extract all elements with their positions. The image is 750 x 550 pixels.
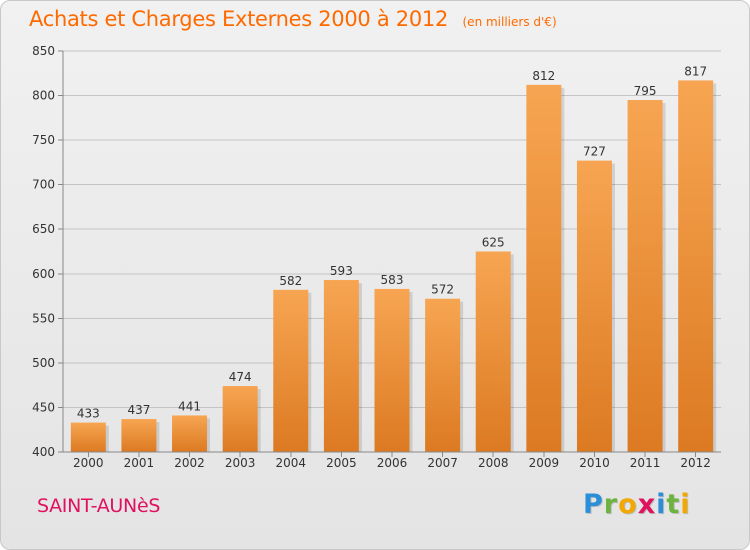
y-tick-label: 450 (32, 400, 55, 414)
bar-value-label: 433 (77, 407, 100, 421)
bar (70, 422, 106, 452)
chart-subtitle: (en milliers d'€) (462, 15, 557, 29)
bar (526, 84, 562, 453)
bar (172, 415, 208, 452)
y-tick-label: 800 (32, 89, 55, 103)
bar-value-label: 795 (634, 84, 657, 98)
bar (273, 289, 309, 452)
bar-value-label: 572 (431, 283, 454, 297)
x-tick-label: 2003 (225, 456, 256, 470)
y-tick-label: 850 (32, 44, 55, 58)
axes (58, 50, 721, 457)
x-tick-label: 2005 (326, 456, 357, 470)
bar (678, 80, 714, 452)
x-tick-label: 2002 (174, 456, 205, 470)
x-tick-label: 2006 (377, 456, 408, 470)
bar-value-label: 583 (381, 273, 404, 287)
bar (425, 298, 461, 452)
y-tick-label: 400 (32, 445, 55, 459)
x-tick-label: 2008 (478, 456, 509, 470)
y-tick-label: 600 (32, 267, 55, 281)
x-tick-label: 2001 (124, 456, 155, 470)
bar (222, 386, 258, 452)
x-tick-label: 2010 (579, 456, 610, 470)
bar (627, 100, 663, 452)
bar-value-label: 474 (229, 370, 252, 384)
commune-name: SAINT-AUNèS (37, 495, 161, 517)
bar-value-label: 817 (684, 64, 707, 78)
y-tick-label: 700 (32, 178, 55, 192)
y-tick-label: 650 (32, 222, 55, 236)
title-row: Achats et Charges Externes 2000 à 2012 (… (29, 7, 557, 31)
x-tick-label: 2000 (73, 456, 104, 470)
bar-value-label: 727 (583, 145, 606, 159)
bars (70, 80, 717, 453)
y-tick-label: 500 (32, 356, 55, 370)
x-tick-label: 2009 (529, 456, 560, 470)
bar (576, 160, 612, 452)
x-tick-label: 2007 (427, 456, 458, 470)
bar-value-label: 437 (127, 403, 150, 417)
bar-value-label: 582 (279, 274, 302, 288)
bar-value-label: 593 (330, 264, 353, 278)
bar-value-label: 625 (482, 236, 505, 250)
x-tick-label: 2011 (630, 456, 661, 470)
bar (475, 251, 511, 452)
x-tick-label: 2012 (680, 456, 711, 470)
bar (323, 280, 359, 452)
bar-value-label: 812 (532, 69, 555, 83)
chart-title: Achats et Charges Externes 2000 à 2012 (29, 7, 449, 31)
bar (374, 288, 410, 452)
labels: 400 450 500 550 600 650 700 750 800 850 433 2000 437… (32, 44, 711, 470)
bar-value-label: 441 (178, 399, 201, 413)
bar (121, 419, 157, 452)
y-tick-label: 750 (32, 133, 55, 147)
proxiti-logo: Proxiti (583, 489, 691, 520)
x-tick-label: 2004 (275, 456, 306, 470)
y-tick-label: 550 (32, 311, 55, 325)
